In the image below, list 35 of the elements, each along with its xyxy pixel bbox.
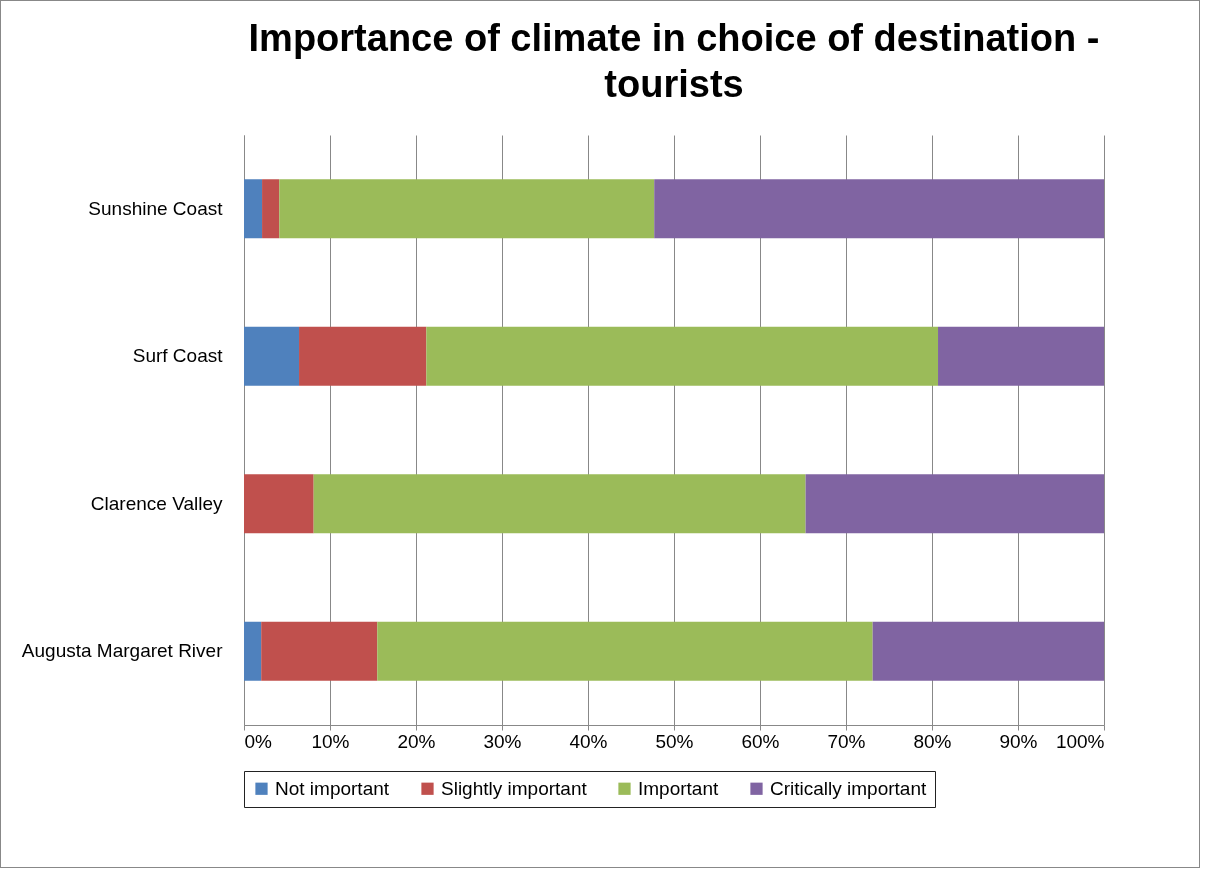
y-tick-label: Sunshine Coast (88, 197, 224, 219)
bar (262, 179, 280, 239)
legend-label: Important (638, 777, 719, 799)
bar (654, 179, 1104, 239)
bar (279, 179, 655, 239)
x-tick-label: 20% (397, 730, 436, 752)
bar (426, 326, 939, 386)
x-tick-label: 10% (311, 730, 350, 752)
x-tick-label: 80% (913, 730, 952, 752)
bar (244, 326, 300, 386)
bar (261, 621, 378, 681)
bar (872, 621, 1104, 681)
x-tick-label: 40% (569, 730, 608, 752)
bar (299, 326, 427, 386)
legend-label: Critically important (770, 777, 927, 799)
bar (244, 474, 314, 534)
x-tick-label: 90% (999, 730, 1038, 752)
chart-title: Importance of climate in choice of destination - tourists (248, 17, 1100, 105)
y-tick-label: Augusta Margaret River (21, 640, 224, 662)
y-tick-label: Surf Coast (132, 345, 224, 367)
x-tick-label: 100% (1055, 730, 1105, 752)
x-tick-label: 70% (827, 730, 866, 752)
bar (244, 179, 263, 239)
x-tick-label: 30% (483, 730, 522, 752)
bar (805, 474, 1104, 534)
legend-label: Slightly important (441, 777, 588, 799)
x-tick-label: 50% (655, 730, 694, 752)
bar (244, 621, 262, 681)
bar (313, 474, 806, 534)
legend-label: Not important (275, 777, 390, 799)
y-tick-label: Clarence Valley (90, 492, 223, 514)
bar (377, 621, 873, 681)
x-tick-label: 0% (244, 730, 273, 752)
x-tick-label: 60% (741, 730, 780, 752)
bar (938, 326, 1104, 386)
